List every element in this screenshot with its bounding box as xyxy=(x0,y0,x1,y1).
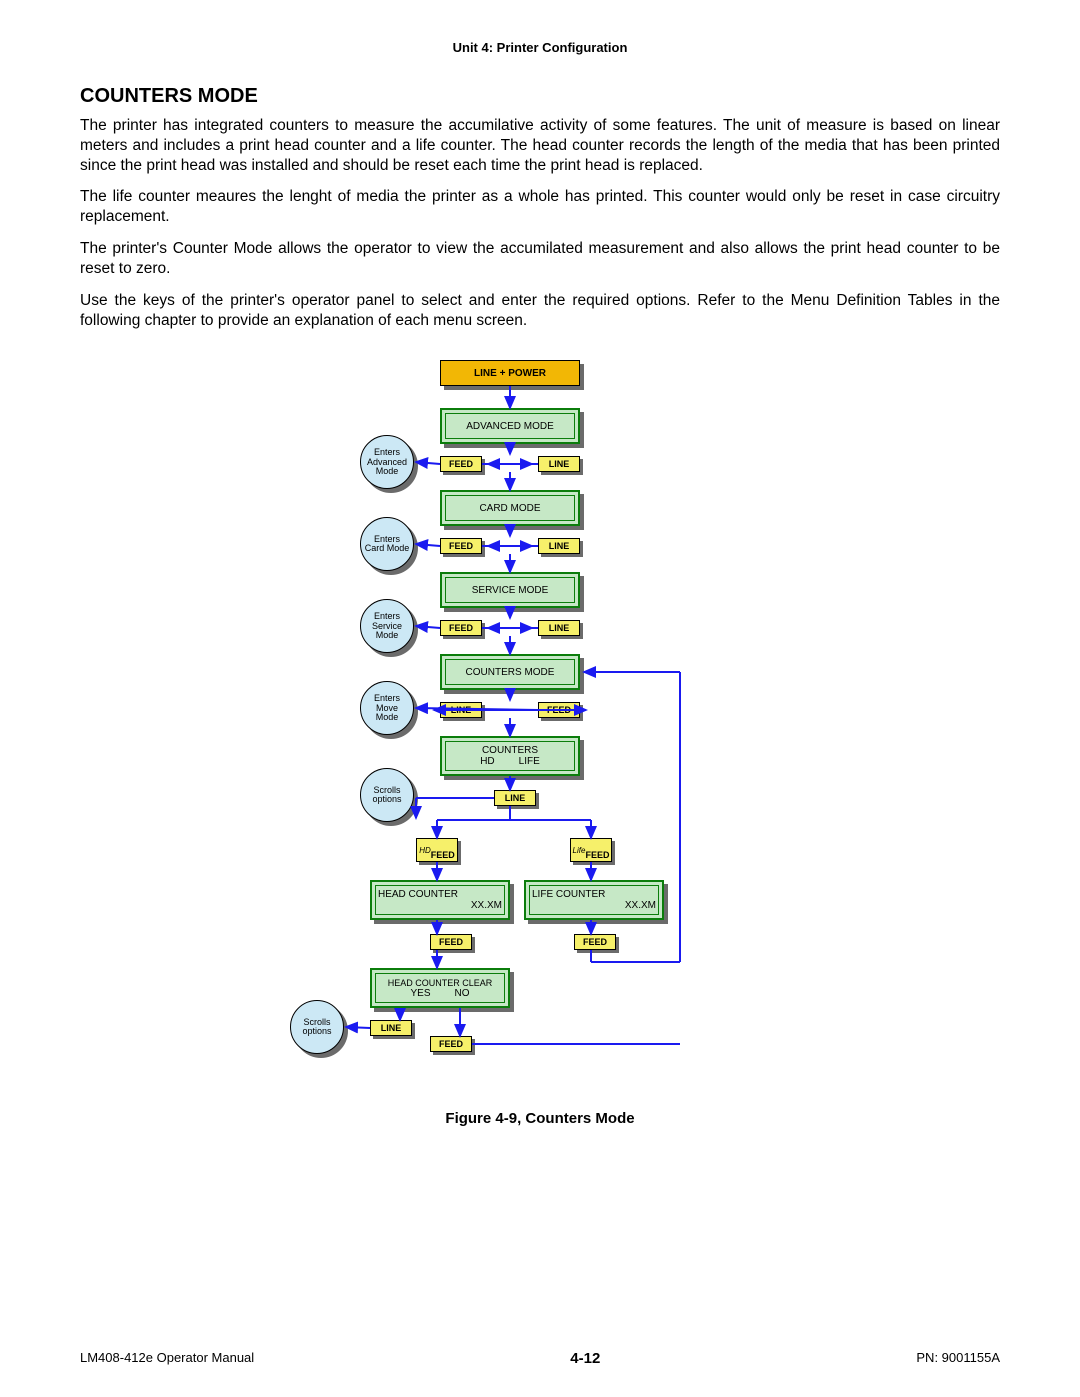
page-footer: LM408-412e Operator Manual 4-12 PN: 9001… xyxy=(80,1350,1000,1367)
flowchart: LINE + POWERADVANCED MODEFEEDLINEEntersA… xyxy=(80,350,1000,1090)
figure-caption: Figure 4-9, Counters Mode xyxy=(80,1110,1000,1127)
unit-header: Unit 4: Printer Configuration xyxy=(80,40,1000,55)
paragraph-1: The printer has integrated counters to m… xyxy=(80,116,1000,175)
paragraph-4: Use the keys of the printer's operator p… xyxy=(80,291,1000,331)
section-title: COUNTERS MODE xyxy=(80,85,1000,108)
paragraph-2: The life counter meaures the lenght of m… xyxy=(80,187,1000,227)
footer-left: LM408-412e Operator Manual xyxy=(80,1350,254,1367)
footer-right: PN: 9001155A xyxy=(916,1350,1000,1367)
footer-page: 4-12 xyxy=(570,1350,600,1367)
paragraph-3: The printer's Counter Mode allows the op… xyxy=(80,239,1000,279)
